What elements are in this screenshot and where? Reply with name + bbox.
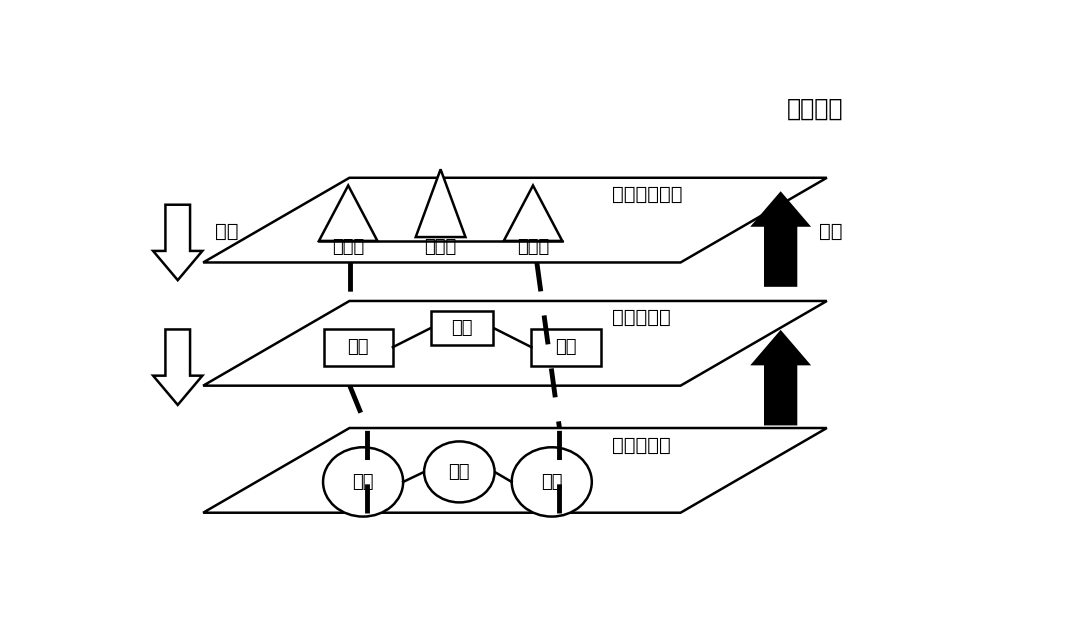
Polygon shape (753, 193, 808, 286)
Text: 汽车: 汽车 (541, 473, 563, 491)
Polygon shape (416, 170, 465, 237)
Text: 充电设施网络: 充电设施网络 (612, 185, 683, 204)
Text: 充电站: 充电站 (332, 238, 364, 256)
Text: 智能电网: 智能电网 (787, 97, 843, 121)
Polygon shape (503, 185, 563, 241)
Polygon shape (753, 332, 808, 424)
Polygon shape (203, 428, 827, 512)
Text: 汽车: 汽车 (352, 473, 374, 491)
Bar (431, 311, 494, 345)
Text: 电池物联网: 电池物联网 (612, 308, 671, 327)
Polygon shape (203, 301, 827, 386)
Text: 电池: 电池 (451, 319, 473, 337)
Text: 电能: 电能 (215, 222, 239, 241)
Polygon shape (319, 185, 377, 241)
Polygon shape (203, 178, 827, 263)
Bar (324, 328, 393, 365)
Ellipse shape (512, 447, 592, 517)
Polygon shape (153, 330, 202, 405)
Text: 换电站: 换电站 (517, 238, 549, 256)
Text: 电池: 电池 (348, 338, 369, 356)
Text: 汽车: 汽车 (448, 463, 470, 481)
Ellipse shape (323, 447, 403, 517)
Text: 信息: 信息 (819, 222, 842, 241)
Text: 电池: 电池 (555, 338, 577, 356)
Ellipse shape (424, 441, 495, 502)
Text: 汽车物联网: 汽车物联网 (612, 435, 671, 455)
Bar (531, 328, 600, 365)
Polygon shape (153, 205, 202, 280)
Text: 充电桩: 充电桩 (424, 238, 457, 256)
